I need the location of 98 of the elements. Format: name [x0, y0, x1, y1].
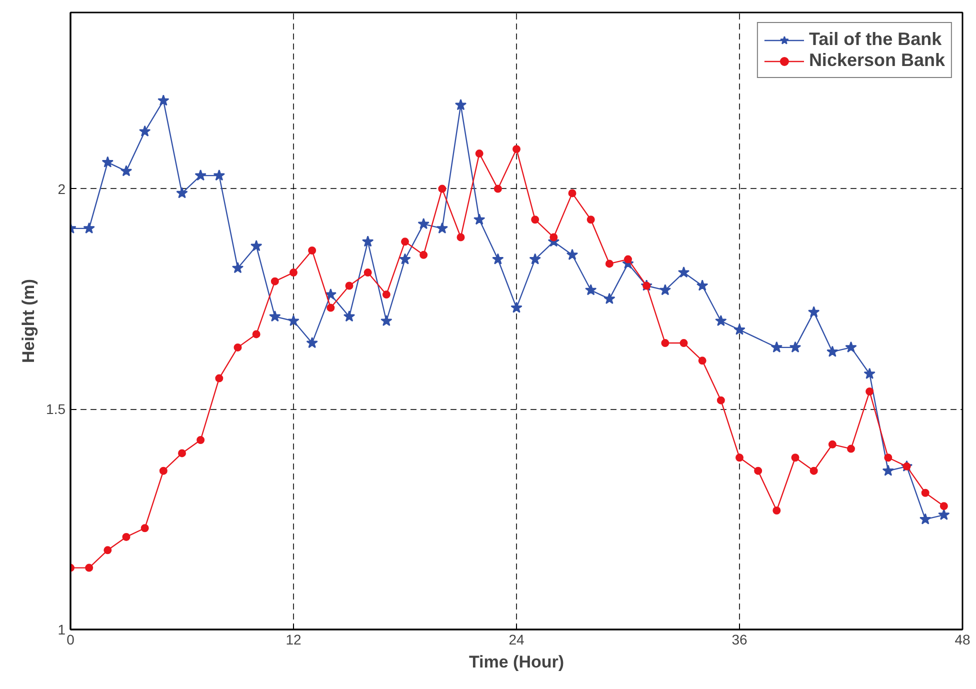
x-tick-label: 48	[954, 632, 970, 648]
point	[308, 246, 316, 254]
x-tick-label: 24	[508, 632, 524, 648]
point	[791, 454, 800, 462]
point	[85, 564, 94, 572]
point	[343, 310, 356, 322]
point	[529, 253, 541, 264]
point	[678, 266, 690, 278]
point	[605, 260, 614, 268]
point	[772, 506, 781, 514]
point	[364, 268, 372, 277]
point	[122, 532, 130, 541]
point	[884, 454, 892, 462]
point	[232, 262, 244, 274]
point	[250, 240, 262, 252]
point	[380, 314, 392, 326]
point	[659, 284, 671, 296]
legend-label: Nickerson Bank	[808, 50, 945, 71]
point	[789, 341, 802, 352]
point	[568, 189, 576, 198]
point	[139, 125, 151, 137]
point	[770, 341, 782, 352]
point	[252, 330, 260, 338]
point	[176, 187, 188, 198]
x-tick-label: 36	[732, 632, 748, 648]
point	[270, 277, 279, 286]
point	[512, 145, 520, 154]
point	[475, 150, 484, 158]
point	[158, 94, 170, 106]
x-tick-label: 12	[286, 632, 302, 648]
point	[566, 248, 578, 260]
point	[734, 324, 746, 335]
point	[269, 310, 281, 322]
point	[140, 524, 149, 532]
point	[215, 374, 224, 382]
point	[399, 253, 411, 264]
x-tick-label: 0	[66, 632, 75, 648]
point	[847, 444, 855, 453]
point	[120, 165, 132, 176]
legend-label: Tail of the Bank	[808, 29, 942, 50]
point	[866, 388, 874, 396]
point	[864, 368, 876, 379]
point	[661, 339, 670, 348]
point	[680, 339, 688, 348]
point	[921, 488, 930, 497]
point	[288, 314, 300, 326]
point	[826, 346, 838, 357]
point	[698, 356, 706, 365]
point	[401, 238, 409, 246]
point	[382, 290, 390, 299]
point	[736, 454, 744, 462]
y-tick-label: 1.5	[46, 401, 66, 418]
point	[938, 508, 950, 520]
point	[102, 156, 114, 168]
point	[438, 184, 446, 193]
point	[234, 343, 242, 352]
point	[196, 436, 205, 444]
point	[920, 513, 932, 524]
point	[345, 282, 354, 290]
point	[213, 169, 225, 181]
point	[531, 216, 540, 224]
y-tick-label: 1	[58, 622, 66, 638]
point	[456, 233, 465, 242]
point	[159, 466, 168, 475]
point	[510, 302, 522, 313]
point	[420, 250, 428, 259]
point	[104, 546, 112, 554]
point	[810, 466, 818, 475]
y-axis-title: Height (m)	[19, 278, 38, 364]
y-tick-label: 2	[58, 180, 66, 197]
point	[808, 306, 820, 318]
point	[492, 253, 504, 264]
point	[306, 336, 318, 348]
point	[716, 396, 725, 404]
point	[494, 184, 502, 193]
x-axis-title: Time (Hour)	[468, 652, 564, 672]
point	[624, 255, 632, 264]
point	[362, 236, 374, 247]
point	[326, 304, 335, 312]
point	[754, 466, 762, 475]
point	[290, 268, 298, 277]
point	[882, 464, 894, 476]
point	[715, 314, 727, 326]
point	[845, 341, 857, 352]
point	[83, 222, 95, 234]
point	[586, 216, 595, 224]
point	[454, 98, 467, 110]
point	[178, 449, 186, 458]
point	[474, 214, 486, 225]
point	[585, 284, 597, 296]
point	[696, 280, 708, 291]
point	[604, 292, 616, 304]
point	[550, 233, 558, 242]
point	[194, 169, 206, 181]
point	[436, 222, 448, 234]
point	[418, 218, 430, 230]
point	[940, 502, 948, 510]
point	[828, 440, 836, 448]
